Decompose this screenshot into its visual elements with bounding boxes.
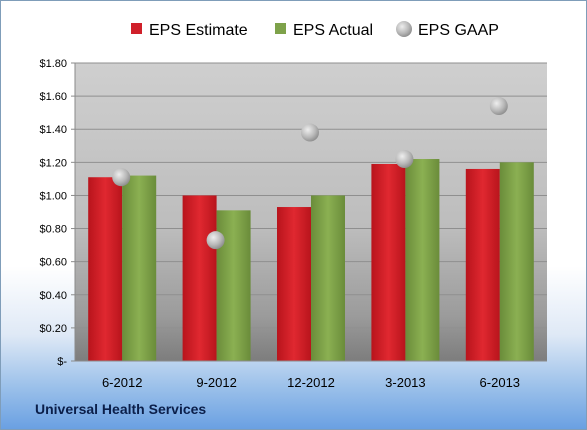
y-tick-label: $1.80 (39, 58, 67, 70)
legend-label-actual: EPS Actual (293, 22, 373, 39)
y-tick-label: $1.20 (39, 157, 67, 169)
y-tick-label: $- (57, 356, 67, 368)
y-tick-label: $0.40 (39, 290, 67, 302)
bar-eps-estimate (277, 207, 311, 361)
bar-eps-estimate (465, 168, 500, 361)
x-category-label: 12-2012 (287, 375, 335, 390)
legend-swatch-gaap (396, 21, 412, 37)
legend-item-gaap: EPS GAAP (396, 21, 499, 39)
bar-eps-estimate (88, 177, 123, 361)
x-axis-categories: 6-2012 9-2012 12-2012 3-2013 6-2013 (102, 375, 520, 390)
bar-eps-actual (216, 210, 251, 361)
gaap-markers (112, 97, 508, 250)
marker-eps-gaap (489, 97, 508, 116)
legend-item-estimate: EPS Estimate (131, 22, 248, 39)
marker-eps-gaap (112, 168, 131, 187)
bar-eps-actual (405, 159, 440, 361)
marker-eps-gaap (395, 150, 414, 169)
y-tick-label: $1.40 (39, 124, 67, 136)
x-category-label: 9-2012 (196, 375, 236, 390)
legend-item-actual: EPS Actual (275, 22, 373, 39)
legend-swatch-actual (275, 23, 286, 34)
y-tick-label: $1.00 (39, 190, 67, 202)
bar-eps-estimate (371, 163, 406, 361)
x-category-label: 6-2013 (480, 375, 520, 390)
legend-swatch-estimate (131, 23, 142, 34)
bar-eps-estimate (182, 195, 217, 361)
bars (88, 159, 534, 361)
bar-eps-actual (499, 162, 534, 361)
legend-label-estimate: EPS Estimate (149, 22, 248, 39)
company-name: Universal Health Services (35, 401, 207, 417)
x-category-label: 3-2013 (385, 375, 425, 390)
legend: EPS Estimate EPS Actual EPS GAAP (131, 21, 499, 39)
y-axis-ticks: $- $0.20 $0.40 $0.60 $0.80 $1.00 $1.20 $1.40 $1.… (39, 58, 76, 368)
marker-eps-gaap (206, 231, 225, 250)
marker-eps-gaap (301, 123, 319, 142)
bar-eps-actual (122, 175, 157, 361)
legend-label-gaap: EPS GAAP (418, 22, 499, 39)
y-tick-label: $0.80 (39, 224, 67, 236)
y-tick-label: $1.60 (39, 91, 67, 103)
y-tick-label: $0.20 (39, 323, 67, 335)
y-tick-label: $0.60 (39, 257, 67, 269)
x-category-label: 6-2012 (102, 375, 142, 390)
bar-eps-actual (311, 195, 345, 361)
